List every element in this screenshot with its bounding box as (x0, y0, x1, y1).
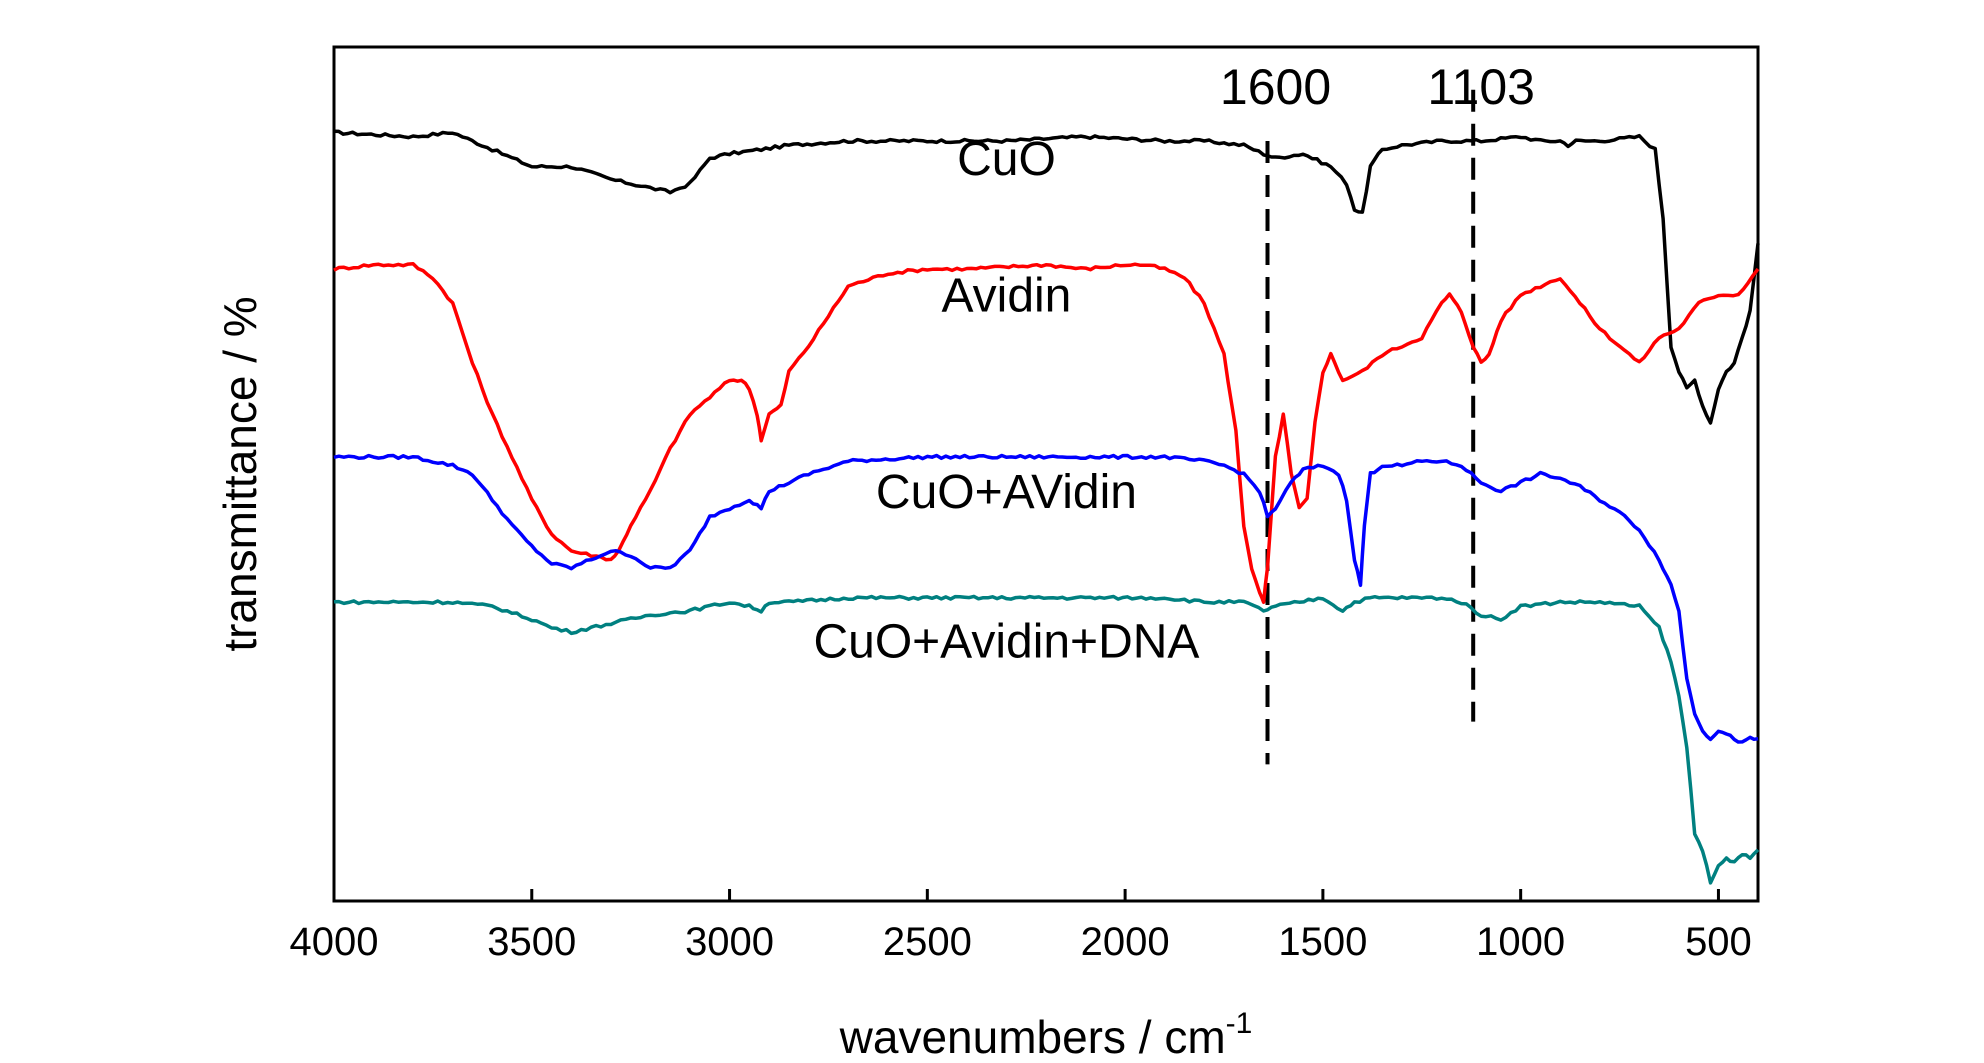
x-axis-title-superscript: -1 (1226, 1007, 1253, 1040)
x-tick-label: 3000 (685, 920, 774, 964)
series-label-cuo-avidin-dna: CuO+Avidin+DNA (813, 616, 1199, 669)
series-label-avidin: Avidin (942, 270, 1072, 323)
series-line-cuo (333, 129, 1760, 425)
series-line-avidin (333, 261, 1760, 605)
series-label-cuo: CuO (957, 133, 1056, 186)
x-tick-label: 1000 (1476, 920, 1565, 964)
x-tick-label: 2500 (883, 920, 972, 964)
x-axis-title: wavenumbers / cm-1 (839, 1007, 1253, 1063)
reference-lines: 1600 1103 (1220, 59, 1535, 765)
series-line-cuo-avidin-dna (333, 594, 1760, 885)
x-axis-title-text: wavenumbers / cm (839, 1011, 1226, 1063)
plot-frame (332, 45, 1760, 903)
x-axis-ticks: 4000 3500 3000 2500 2000 1500 1000 500 (290, 889, 1752, 964)
x-tick-label: 2000 (1081, 920, 1170, 964)
series-lines (333, 129, 1760, 885)
reference-label-1600: 1600 (1220, 59, 1331, 115)
series-label-cuo-avidin: CuO+AVidin (876, 466, 1137, 519)
x-tick-label: 3500 (487, 920, 576, 964)
y-axis-title: transmittance / % (214, 296, 266, 651)
x-tick-label: 4000 (290, 920, 379, 964)
x-tick-label: 1500 (1278, 920, 1367, 964)
series-labels: CuO Avidin CuO+AVidin CuO+Avidin+DNA (813, 133, 1199, 669)
reference-label-1103: 1103 (1427, 59, 1535, 115)
series-line-cuo-avidin (333, 453, 1759, 744)
x-tick-label: 500 (1685, 920, 1752, 964)
